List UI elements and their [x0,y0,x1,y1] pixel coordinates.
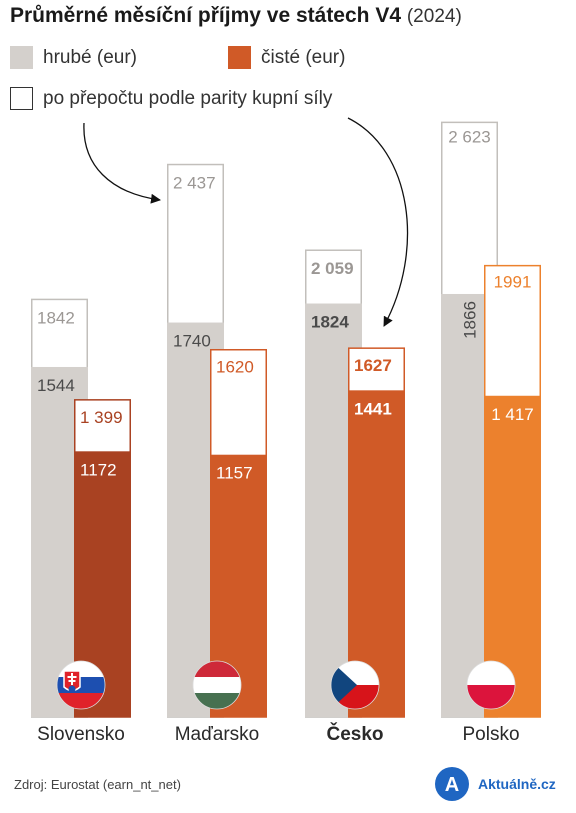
aktualne-logo-icon: A [435,767,469,801]
legend-net-label: čisté (eur) [261,46,346,68]
gross-label: 1866 [461,301,480,339]
gross-ppp-label: 1842 [37,308,75,327]
source-note: Zdroj: Eurostat (earn_nt_net) [14,777,181,792]
net-ppp-label: 1991 [494,273,532,292]
legend-arrow-right [347,117,409,327]
gross-ppp-label: 2 059 [311,259,354,278]
net-ppp-label: 1 399 [80,408,123,427]
hungary-flag [193,661,241,709]
net-label: 1172 [80,460,117,479]
chart-title: Průměrné měsíční příjmy ve státech V4 (2… [10,4,462,28]
legend-ppp-swatch [10,87,33,110]
net-ppp-label: 1620 [216,358,254,377]
logo-letter: A [445,774,459,796]
net-label: 1441 [354,399,392,418]
title-year: (2024) [406,6,462,27]
net-label: 1157 [216,464,253,483]
legend-gross-swatch [10,46,33,69]
gross-ppp-label: 2 437 [173,174,216,193]
net-ppp-label: 1627 [354,356,392,375]
legend-ppp: po přepočtu podle parity kupní síly [10,87,332,110]
legend-gross: hrubé (eur) [10,46,137,69]
brand-logo[interactable]: A Aktuálně.cz [434,766,556,802]
gross-label: 1544 [37,376,75,395]
category-label: Česko [326,723,383,745]
title-main: Průměrné měsíční příjmy ve státech V4 [10,4,402,27]
legend-net-swatch [228,46,251,69]
category-label: Maďarsko [175,724,260,745]
category-label: Polsko [462,724,519,745]
gross-label: 1824 [311,312,349,331]
gross-label: 1740 [173,332,211,351]
legend-arrow-left [83,122,161,204]
legend-ppp-label: po přepočtu podle parity kupní síly [43,87,333,109]
slovakia-flag [57,661,105,709]
gross-ppp-label: 2 623 [448,127,491,146]
legend-net: čisté (eur) [228,46,345,69]
legend-gross-label: hrubé (eur) [43,46,137,68]
net-label: 1 417 [491,405,534,424]
brand-name: Aktuálně.cz [478,776,556,792]
category-label: Slovensko [37,724,125,745]
